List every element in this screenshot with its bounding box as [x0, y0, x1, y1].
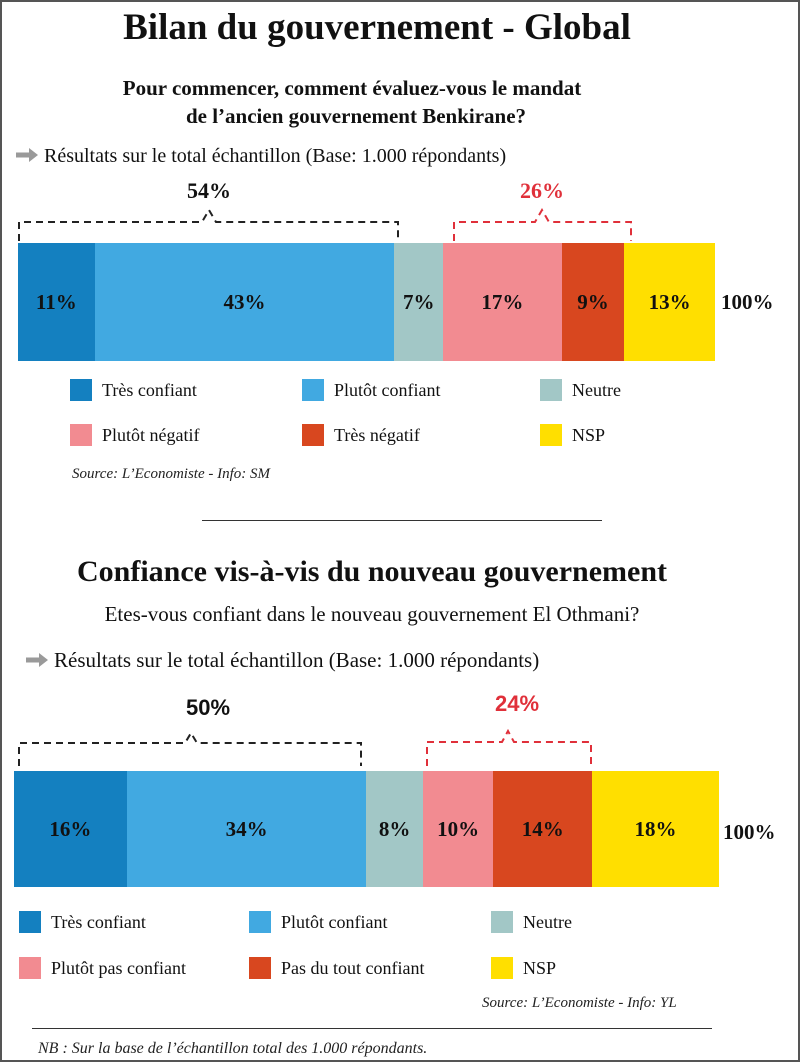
legend-label: Plutôt pas confiant: [51, 957, 186, 978]
footnote: NB : Sur la base de l’échantillon total …: [38, 1040, 428, 1057]
bar-1-segment-3: 7%: [394, 243, 444, 361]
positive-bracket-2: [18, 731, 362, 766]
arrow-right-icon: [16, 148, 38, 162]
bar-2-segment-3: 8%: [366, 771, 423, 887]
results-label-2-text: Résultats sur le total échantillon (Base…: [54, 648, 540, 672]
stacked-bar-1: 11% 43% 7% 17% 9% 13%: [18, 243, 715, 361]
legend-2-item-3: Neutre: [491, 911, 572, 933]
legend-1-item-2: Plutôt confiant: [302, 379, 441, 401]
arrow-right-icon: [26, 653, 48, 667]
source-2: Source: L’Economiste - Info: YL: [482, 995, 677, 1011]
bar-1-segment-1-label: 11%: [35, 289, 77, 314]
bar-1-segment-2-label: 43%: [223, 289, 266, 314]
legend-swatch: [70, 424, 92, 446]
legend-2-item-1: Très confiant: [19, 911, 146, 933]
bar-2-segment-3-label: 8%: [378, 816, 411, 841]
legend-swatch: [540, 424, 562, 446]
legend-2-item-4: Plutôt pas confiant: [19, 957, 186, 979]
bar-2-segment-2-label: 34%: [225, 816, 268, 841]
total-label-1: 100%: [721, 290, 774, 314]
legend-label: Plutôt négatif: [102, 424, 200, 445]
legend-swatch: [491, 911, 513, 933]
bar-2-segment-5-label: 14%: [521, 816, 564, 841]
question-2: Etes-vous confiant dans le nouveau gouve…: [104, 602, 640, 626]
legend-swatch: [302, 379, 324, 401]
bar-2-segment-6-label: 18%: [634, 816, 677, 841]
question-1-line-2: de l’ancien gouvernement Benkirane?: [185, 104, 527, 128]
bar-1-segment-1: 11%: [18, 243, 95, 361]
legend-2-item-6: NSP: [491, 957, 556, 979]
legend-1-item-6: NSP: [540, 424, 605, 446]
total-label-2: 100%: [723, 820, 776, 844]
legend-swatch: [302, 424, 324, 446]
negative-bracket-2: [426, 728, 592, 766]
legend-label: NSP: [572, 424, 606, 445]
section-2-title: Confiance vis-à-vis du nouveau gouvernem…: [76, 555, 668, 588]
negative-bracket-1: [453, 208, 632, 241]
results-label-2: Résultats sur le total échantillon (Base…: [24, 648, 539, 673]
positive-total-1: 54%: [187, 178, 231, 203]
bar-2-segment-2: 34%: [126, 771, 367, 887]
stacked-bar-2: 16% 34% 8% 10% 14% 18%: [14, 771, 719, 887]
legend-label: Plutôt confiant: [281, 911, 388, 932]
group-brackets-2: [18, 728, 592, 766]
legend-swatch: [19, 957, 41, 979]
positive-total-2: 50%: [185, 695, 231, 720]
bar-1-segment-2: 43%: [94, 243, 395, 361]
legend-label: Pas du tout confiant: [281, 957, 425, 978]
legend-1-item-3: Neutre: [540, 379, 621, 401]
legend-label: Neutre: [523, 911, 572, 932]
legend-2-item-2: Plutôt confiant: [249, 911, 388, 933]
legend-1-item-1: Très confiant: [70, 379, 197, 401]
bar-2-segment-4: 10%: [422, 771, 494, 887]
legend-label: NSP: [523, 957, 557, 978]
section-divider: [202, 520, 602, 521]
bar-2-segment-5: 14%: [493, 771, 593, 887]
bar-1-segment-3-label: 7%: [403, 289, 435, 314]
legend-swatch: [249, 957, 271, 979]
source-1: Source: L’Economiste - Info: SM: [72, 466, 271, 482]
legend-swatch: [491, 957, 513, 979]
footer-divider: [32, 1028, 712, 1029]
legend-1-item-4: Plutôt négatif: [70, 424, 200, 446]
legend-2-item-5: Pas du tout confiant: [249, 957, 424, 979]
legend-swatch: [540, 379, 562, 401]
negative-total-1: 26%: [520, 178, 564, 203]
legend-swatch: [19, 911, 41, 933]
legend-label: Plutôt confiant: [334, 379, 441, 400]
question-1-line-1: Pour commencer, comment évaluez-vous le …: [122, 76, 582, 100]
legend-label: Neutre: [572, 379, 621, 400]
bar-1-segment-4-label: 17%: [481, 289, 524, 314]
bar-1-segment-6-label: 13%: [648, 289, 691, 314]
legend-swatch: [249, 911, 271, 933]
results-label-1: Résultats sur le total échantillon (Base…: [14, 145, 506, 168]
legend-label: Très négatif: [334, 424, 420, 445]
bar-1-segment-5: 9%: [561, 243, 625, 361]
group-brackets-1: [18, 208, 632, 241]
bar-1-segment-4: 17%: [443, 243, 562, 361]
bar-1-segment-6: 13%: [624, 243, 715, 361]
bar-1-segment-5-label: 9%: [577, 289, 609, 314]
legend-1-item-5: Très négatif: [302, 424, 420, 446]
results-label-1-text: Résultats sur le total échantillon (Base…: [44, 145, 507, 167]
bar-2-segment-6: 18%: [592, 771, 719, 887]
legend-swatch: [70, 379, 92, 401]
negative-total-2: 24%: [494, 691, 540, 716]
bar-2-segment-1-label: 16%: [49, 816, 92, 841]
legend-label: Très confiant: [102, 379, 197, 400]
page-title: Bilan du gouvernement - Global: [123, 7, 631, 48]
bar-2-segment-1: 16%: [14, 771, 127, 887]
positive-bracket-1: [18, 208, 399, 241]
legend-label: Très confiant: [51, 911, 146, 932]
bar-2-segment-4-label: 10%: [437, 816, 480, 841]
